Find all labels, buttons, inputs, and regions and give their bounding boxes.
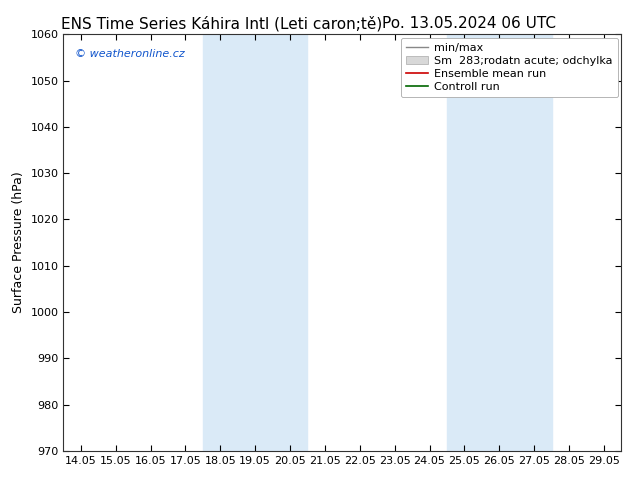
Text: © weatheronline.cz: © weatheronline.cz xyxy=(75,49,184,59)
Bar xyxy=(447,34,552,451)
Y-axis label: Surface Pressure (hPa): Surface Pressure (hPa) xyxy=(12,172,25,314)
Legend: min/max, Sm  283;rodatn acute; odchylka, Ensemble mean run, Controll run: min/max, Sm 283;rodatn acute; odchylka, … xyxy=(401,38,618,97)
Bar xyxy=(203,34,307,451)
Text: Po. 13.05.2024 06 UTC: Po. 13.05.2024 06 UTC xyxy=(382,16,556,31)
Text: ENS Time Series Káhira Intl (Leti caron;tě): ENS Time Series Káhira Intl (Leti caron;… xyxy=(61,16,382,31)
